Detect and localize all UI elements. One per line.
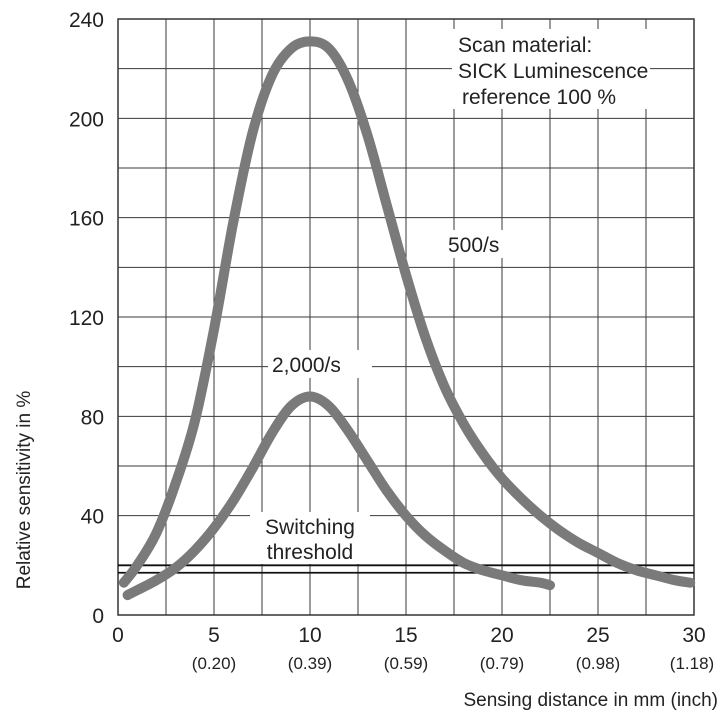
x-tick-label: 5 — [208, 624, 220, 647]
x-tick-label: 15 — [394, 624, 417, 647]
x-tick-label: 30 — [682, 624, 705, 647]
y-tick-label: 80 — [81, 406, 104, 429]
threshold-annotation: Switching threshold — [250, 512, 370, 564]
switching-threshold — [118, 564, 694, 574]
material-annotation-bg — [452, 29, 650, 109]
series-label-2000-text: 2,000/s — [272, 354, 341, 377]
y-tick-label: 120 — [69, 307, 104, 330]
y-tick-label: 0 — [92, 605, 104, 628]
y-tick-label: 40 — [81, 506, 104, 529]
y-axis-ticks: 0 40 80 120 160 200 240 — [69, 9, 104, 628]
x-tick-sublabel: (0.20) — [192, 654, 236, 673]
x-axis-ticks: 0 5 (0.20) 10 (0.39) 15 (0.59) 20 (0.79) 25 (0.98)… — [112, 624, 714, 673]
x-tick-sublabel: (0.79) — [480, 654, 524, 673]
x-tick-sublabel: (0.59) — [384, 654, 428, 673]
series-label-500-bg — [444, 230, 522, 258]
series-line-500 — [118, 36, 696, 588]
threshold-annotation-line1: Switching — [265, 516, 355, 539]
series-line-2000 — [122, 391, 555, 601]
material-annotation-line1: Scan material: — [458, 34, 592, 57]
y-tick-label: 160 — [69, 208, 104, 231]
series-label-500-text: 500/s — [448, 234, 499, 257]
y-tick-label: 200 — [69, 108, 104, 131]
series-label-2000-bg — [268, 350, 372, 378]
x-tick-sublabel: (1.18) — [670, 654, 714, 673]
x-tick-label: 25 — [586, 624, 609, 647]
material-annotation-line2: SICK Luminescence — [458, 60, 648, 83]
material-annotation-line3: reference 100 % — [462, 86, 616, 109]
x-tick-sublabel: (0.98) — [576, 654, 620, 673]
x-tick-label: 0 — [112, 624, 124, 647]
x-axis-title: Sensing distance in mm (inch) — [464, 690, 719, 711]
threshold-annotation-bg — [250, 512, 370, 564]
series-label-500: 500/s — [444, 230, 522, 258]
material-annotation: Scan material: SICK Luminescence referen… — [452, 29, 650, 109]
threshold-annotation-line2: threshold — [267, 541, 353, 564]
x-tick-sublabel: (0.39) — [288, 654, 332, 673]
series-group — [118, 36, 696, 601]
x-tick-label: 20 — [490, 624, 513, 647]
x-tick-label: 10 — [298, 624, 321, 647]
y-tick-label: 240 — [69, 9, 104, 32]
y-axis-title: Relative sensitivity in % — [14, 391, 35, 590]
series-label-2000: 2,000/s — [268, 350, 372, 378]
